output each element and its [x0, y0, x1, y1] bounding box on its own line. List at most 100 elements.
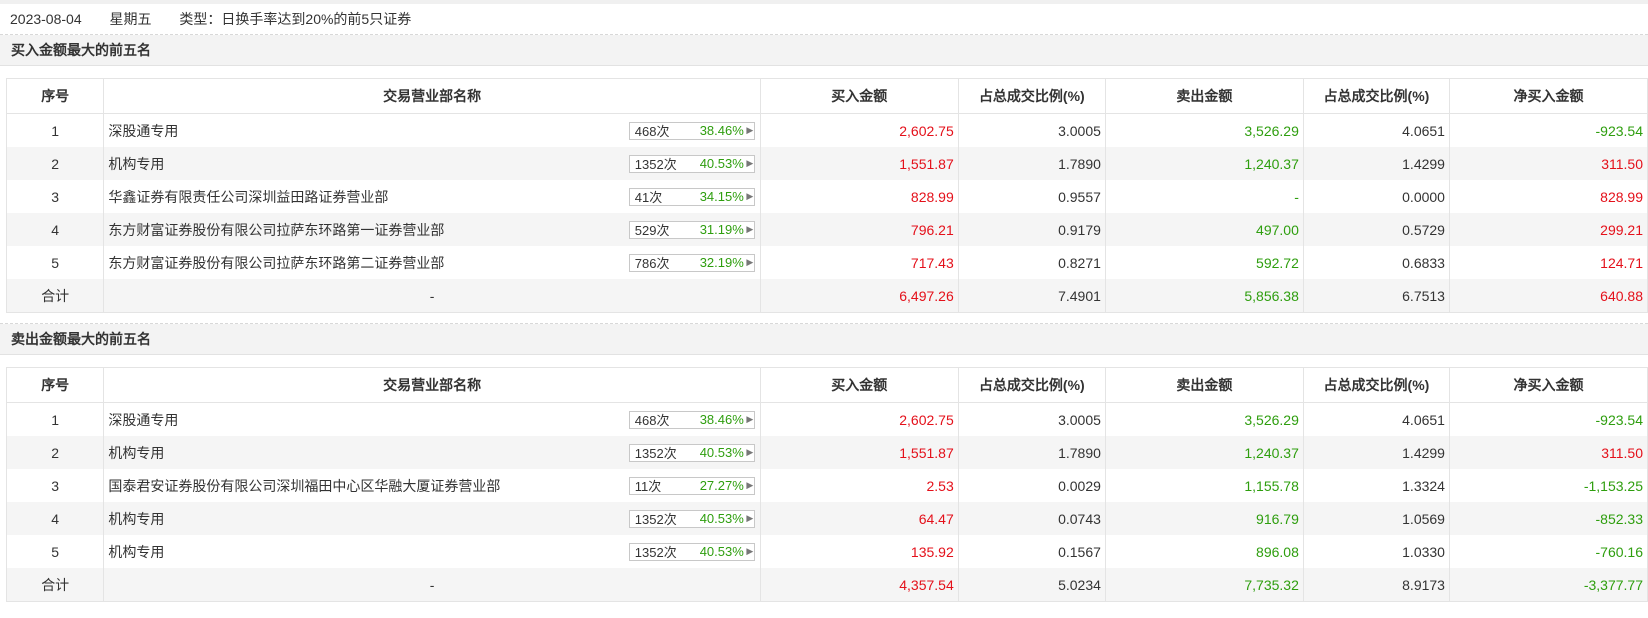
net-buy-amount: -1,153.25 — [1448, 469, 1648, 502]
buy-ratio: 0.0029 — [957, 469, 1106, 502]
branch-appear-count: 786次 — [634, 256, 670, 271]
buy-amount: 1,551.87 — [759, 436, 959, 469]
branch-stat-button[interactable]: 1352次 40.53% ▶ — [628, 509, 755, 528]
branch-appear-count: 529次 — [634, 223, 670, 238]
branch-name-link[interactable]: 机构专用 — [108, 444, 165, 461]
caret-right-icon: ▶ — [746, 447, 754, 457]
sell-top5-table: 序号 交易营业部名称 买入金额 占总成交比例(%) 卖出金额 占总成交比例(%)… — [5, 367, 1648, 602]
total-net-buy: 640.88 — [1448, 279, 1648, 313]
col-header-index: 序号 — [5, 78, 105, 114]
sell-amount: 1,240.37 — [1104, 436, 1304, 469]
sell-amount: 1,240.37 — [1104, 147, 1304, 180]
total-sell-ratio: 8.9173 — [1302, 568, 1450, 602]
caret-right-icon: ▶ — [746, 125, 754, 135]
branch-appear-count: 468次 — [634, 124, 670, 139]
buy-amount: 135.92 — [759, 535, 959, 568]
total-row: 合计 -4,357.54 5.0234 7,735.32 8.9173 -3,377.77 — [5, 568, 1648, 602]
branch-stat-button[interactable]: 529次 31.19% ▶ — [628, 220, 755, 239]
branch-name-link[interactable]: 东方财富证券股份有限公司拉萨东环路第二证券营业部 — [108, 254, 445, 271]
table-row: 2 机构专用 1352次 40.53% ▶ 1,551.87 1.7890 1,240.37 1… — [5, 436, 1648, 469]
buy-amount: 2,602.75 — [759, 402, 959, 436]
branch-stat-button[interactable]: 41次 34.15% ▶ — [628, 187, 755, 206]
sell-ratio: 4.0651 — [1302, 402, 1450, 436]
branch-stat-button[interactable]: 1352次 40.53% ▶ — [628, 542, 755, 561]
buy-ratio: 0.0743 — [957, 502, 1106, 535]
total-buy-amount: 6,497.26 — [759, 279, 959, 313]
branch-stat-button[interactable]: 1352次 40.53% ▶ — [628, 154, 755, 173]
branch-cell-content: 深股通专用 468次 38.46% ▶ — [108, 410, 758, 430]
net-buy-amount: -923.54 — [1448, 402, 1648, 436]
col-header-buy-amount: 买入金额 — [759, 367, 959, 403]
table-row: 1 深股通专用 468次 38.46% ▶ 2,602.75 3.0005 3,526.29 4… — [5, 113, 1648, 147]
divider — [0, 323, 1648, 324]
row-index: 3 — [5, 180, 105, 213]
col-header-branch: 交易营业部名称 — [103, 367, 761, 403]
table-header-row: 序号 交易营业部名称 买入金额 占总成交比例(%) 卖出金额 占总成交比例(%)… — [5, 78, 1648, 114]
row-index: 2 — [5, 147, 105, 180]
top-divider — [0, 0, 1648, 4]
sell-amount: 592.72 — [1104, 246, 1304, 279]
table-row: 3 国泰君安证券股份有限公司深圳福田中心区华融大厦证券营业部 11次 27.27% ▶ 2… — [5, 469, 1648, 502]
branch-cell: 东方财富证券股份有限公司拉萨东环路第二证券营业部 786次 32.19% ▶ — [103, 246, 761, 279]
sell-amount: 1,155.78 — [1104, 469, 1304, 502]
branch-cell: 机构专用 1352次 40.53% ▶ — [103, 535, 761, 568]
sell-section-title: 卖出金额最大的前五名 — [0, 324, 1648, 355]
col-header-index: 序号 — [5, 367, 105, 403]
sell-ratio: 0.0000 — [1302, 180, 1450, 213]
branch-appear-count: 41次 — [634, 190, 663, 205]
branch-cell-content: 深股通专用 468次 38.46% ▶ — [108, 121, 758, 141]
branch-name-link[interactable]: 国泰君安证券股份有限公司深圳福田中心区华融大厦证券营业部 — [108, 477, 501, 494]
total-sell-amount: 5,856.38 — [1104, 279, 1304, 313]
branch-stat-button[interactable]: 11次 27.27% ▶ — [628, 476, 755, 495]
table-row: 5 机构专用 1352次 40.53% ▶ 135.92 0.1567 896.08 1.033… — [5, 535, 1648, 568]
row-index: 2 — [5, 436, 105, 469]
branch-name-link[interactable]: 深股通专用 — [108, 122, 179, 139]
buy-amount: 828.99 — [759, 180, 959, 213]
sell-amount: 3,526.29 — [1104, 402, 1304, 436]
buy-ratio: 0.8271 — [957, 246, 1106, 279]
caret-right-icon: ▶ — [746, 158, 754, 168]
branch-cell: 东方财富证券股份有限公司拉萨东环路第一证券营业部 529次 31.19% ▶ — [103, 213, 761, 246]
branch-stat-button[interactable]: 468次 38.46% ▶ — [628, 121, 755, 140]
row-index: 1 — [5, 113, 105, 147]
sell-amount: 3,526.29 — [1104, 113, 1304, 147]
branch-name-link[interactable]: 华鑫证券有限责任公司深圳益田路证券营业部 — [108, 188, 389, 205]
branch-success-rate: 27.27% — [699, 478, 744, 493]
total-sell-amount: 7,735.32 — [1104, 568, 1304, 602]
net-buy-amount: 311.50 — [1448, 147, 1648, 180]
buy-ratio: 0.9179 — [957, 213, 1106, 246]
branch-stat-button[interactable]: 786次 32.19% ▶ — [628, 253, 755, 272]
row-index: 5 — [5, 246, 105, 279]
buy-ratio: 1.7890 — [957, 147, 1106, 180]
branch-stat-button[interactable]: 1352次 40.53% ▶ — [628, 443, 755, 462]
sell-ratio: 1.0330 — [1302, 535, 1450, 568]
branch-cell-content: 机构专用 1352次 40.53% ▶ — [108, 509, 758, 529]
buy-amount: 2,602.75 — [759, 113, 959, 147]
total-sell-ratio: 6.7513 — [1302, 279, 1450, 313]
net-buy-amount: 299.21 — [1448, 213, 1648, 246]
branch-name-link[interactable]: 深股通专用 — [108, 411, 179, 428]
sell-ratio: 1.4299 — [1302, 147, 1450, 180]
branch-name-link[interactable]: 东方财富证券股份有限公司拉萨东环路第一证券营业部 — [108, 221, 445, 238]
col-header-sell-ratio: 占总成交比例(%) — [1302, 367, 1450, 403]
branch-appear-count: 1352次 — [634, 446, 677, 461]
branch-name-link[interactable]: 机构专用 — [108, 510, 165, 527]
buy-amount: 796.21 — [759, 213, 959, 246]
branch-success-rate: 32.19% — [699, 255, 744, 270]
branch-name-link[interactable]: 机构专用 — [108, 543, 165, 560]
caret-right-icon: ▶ — [746, 546, 754, 556]
total-label: 合计 — [5, 279, 105, 313]
branch-stat-button[interactable]: 468次 38.46% ▶ — [628, 410, 755, 429]
buy-top5-table: 序号 交易营业部名称 买入金额 占总成交比例(%) 卖出金额 占总成交比例(%)… — [5, 78, 1648, 313]
sell-table-body: 1 深股通专用 468次 38.46% ▶ 2,602.75 3.0005 3,526.29 4… — [5, 402, 1648, 602]
col-header-branch: 交易营业部名称 — [103, 78, 761, 114]
col-header-buy-amount: 买入金额 — [759, 78, 959, 114]
table-row: 3 华鑫证券有限责任公司深圳益田路证券营业部 41次 34.15% ▶ 828.99 0.9… — [5, 180, 1648, 213]
row-index: 3 — [5, 469, 105, 502]
branch-cell: 深股通专用 468次 38.46% ▶ — [103, 402, 761, 436]
col-header-net-buy: 净买入金额 — [1448, 78, 1648, 114]
branch-name-link[interactable]: 机构专用 — [108, 155, 165, 172]
col-header-net-buy: 净买入金额 — [1448, 367, 1648, 403]
branch-success-rate: 38.46% — [699, 412, 744, 427]
branch-cell: 机构专用 1352次 40.53% ▶ — [103, 147, 761, 180]
